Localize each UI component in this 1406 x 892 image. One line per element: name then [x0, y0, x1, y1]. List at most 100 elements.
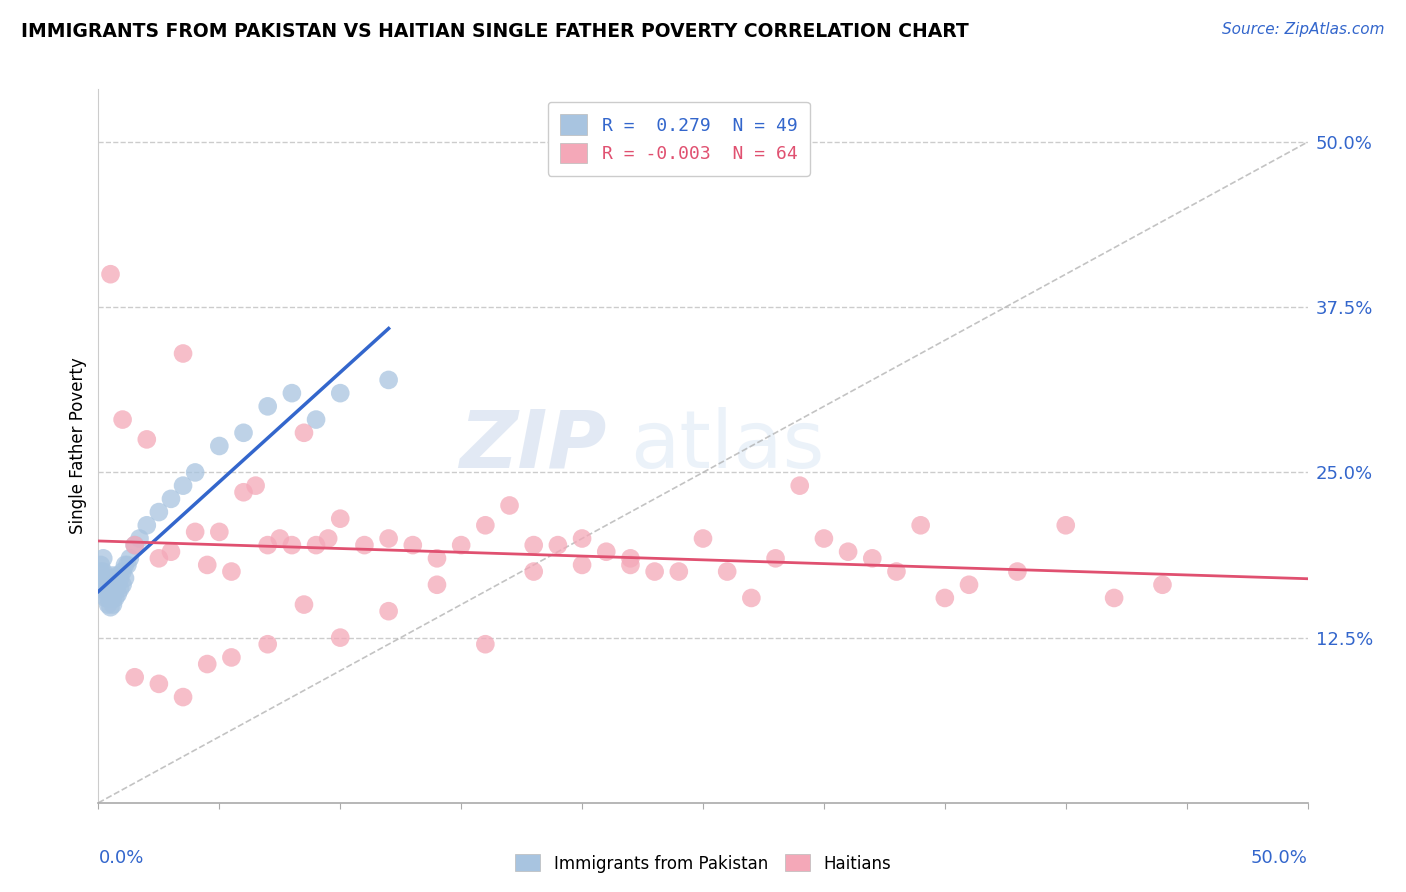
- Point: [474, 518, 496, 533]
- Point: [595, 545, 617, 559]
- Point: [571, 532, 593, 546]
- Point: [117, 558, 139, 572]
- Point: [426, 578, 449, 592]
- Point: [860, 551, 883, 566]
- Point: [245, 478, 267, 492]
- Point: [957, 578, 980, 592]
- Point: [100, 267, 122, 281]
- Legend: Immigrants from Pakistan, Haitians: Immigrants from Pakistan, Haitians: [509, 847, 897, 880]
- Point: [108, 571, 131, 585]
- Point: [221, 650, 243, 665]
- Point: [107, 578, 129, 592]
- Point: [523, 565, 546, 579]
- Point: [426, 551, 449, 566]
- Point: [172, 690, 194, 704]
- Point: [97, 598, 120, 612]
- Point: [208, 524, 231, 539]
- Point: [114, 558, 136, 572]
- Point: [108, 582, 131, 596]
- Point: [104, 591, 127, 605]
- Y-axis label: Single Father Poverty: Single Father Poverty: [69, 358, 87, 534]
- Point: [305, 538, 328, 552]
- Point: [232, 485, 254, 500]
- Text: ZIP: ZIP: [458, 407, 606, 485]
- Point: [114, 571, 136, 585]
- Point: [124, 538, 146, 552]
- Point: [329, 511, 352, 525]
- Point: [523, 538, 546, 552]
- Point: [111, 412, 134, 426]
- Point: [90, 565, 112, 579]
- Point: [1152, 578, 1174, 592]
- Point: [1054, 518, 1077, 533]
- Point: [100, 591, 122, 605]
- Point: [547, 538, 569, 552]
- Point: [232, 425, 254, 440]
- Point: [740, 591, 762, 605]
- Point: [94, 584, 117, 599]
- Point: [135, 433, 157, 447]
- Point: [886, 565, 908, 579]
- Text: atlas: atlas: [630, 407, 825, 485]
- Point: [377, 532, 399, 546]
- Point: [94, 571, 117, 585]
- Point: [104, 582, 127, 596]
- Point: [619, 551, 641, 566]
- Point: [934, 591, 956, 605]
- Point: [91, 565, 114, 579]
- Point: [97, 584, 120, 599]
- Point: [450, 538, 472, 552]
- Point: [668, 565, 690, 579]
- Point: [329, 386, 352, 401]
- Point: [619, 558, 641, 572]
- Point: [256, 400, 278, 414]
- Point: [195, 657, 218, 671]
- Point: [498, 499, 520, 513]
- Point: [256, 637, 278, 651]
- Point: [184, 466, 207, 480]
- Text: 50.0%: 50.0%: [1251, 849, 1308, 867]
- Point: [221, 565, 243, 579]
- Point: [377, 604, 399, 618]
- Point: [90, 558, 112, 572]
- Point: [474, 637, 496, 651]
- Point: [910, 518, 932, 533]
- Point: [813, 532, 835, 546]
- Point: [292, 425, 315, 440]
- Point: [100, 574, 122, 588]
- Point: [1102, 591, 1125, 605]
- Point: [571, 558, 593, 572]
- Point: [765, 551, 787, 566]
- Point: [97, 591, 120, 605]
- Point: [305, 412, 328, 426]
- Point: [329, 631, 352, 645]
- Point: [101, 591, 124, 605]
- Point: [111, 578, 134, 592]
- Point: [148, 505, 170, 519]
- Point: [402, 538, 425, 552]
- Point: [172, 346, 194, 360]
- Point: [281, 386, 304, 401]
- Point: [716, 565, 738, 579]
- Point: [644, 565, 666, 579]
- Text: IMMIGRANTS FROM PAKISTAN VS HAITIAN SINGLE FATHER POVERTY CORRELATION CHART: IMMIGRANTS FROM PAKISTAN VS HAITIAN SING…: [21, 22, 969, 41]
- Point: [94, 578, 117, 592]
- Point: [160, 491, 183, 506]
- Point: [789, 478, 811, 492]
- Point: [111, 565, 134, 579]
- Point: [269, 532, 291, 546]
- Point: [101, 568, 124, 582]
- Point: [837, 545, 859, 559]
- Point: [148, 677, 170, 691]
- Point: [107, 587, 129, 601]
- Point: [135, 518, 157, 533]
- Point: [91, 578, 114, 592]
- Point: [172, 478, 194, 492]
- Point: [100, 582, 122, 596]
- Point: [97, 571, 120, 585]
- Point: [316, 532, 339, 546]
- Point: [1007, 565, 1029, 579]
- Text: Source: ZipAtlas.com: Source: ZipAtlas.com: [1222, 22, 1385, 37]
- Point: [208, 439, 231, 453]
- Point: [100, 600, 122, 615]
